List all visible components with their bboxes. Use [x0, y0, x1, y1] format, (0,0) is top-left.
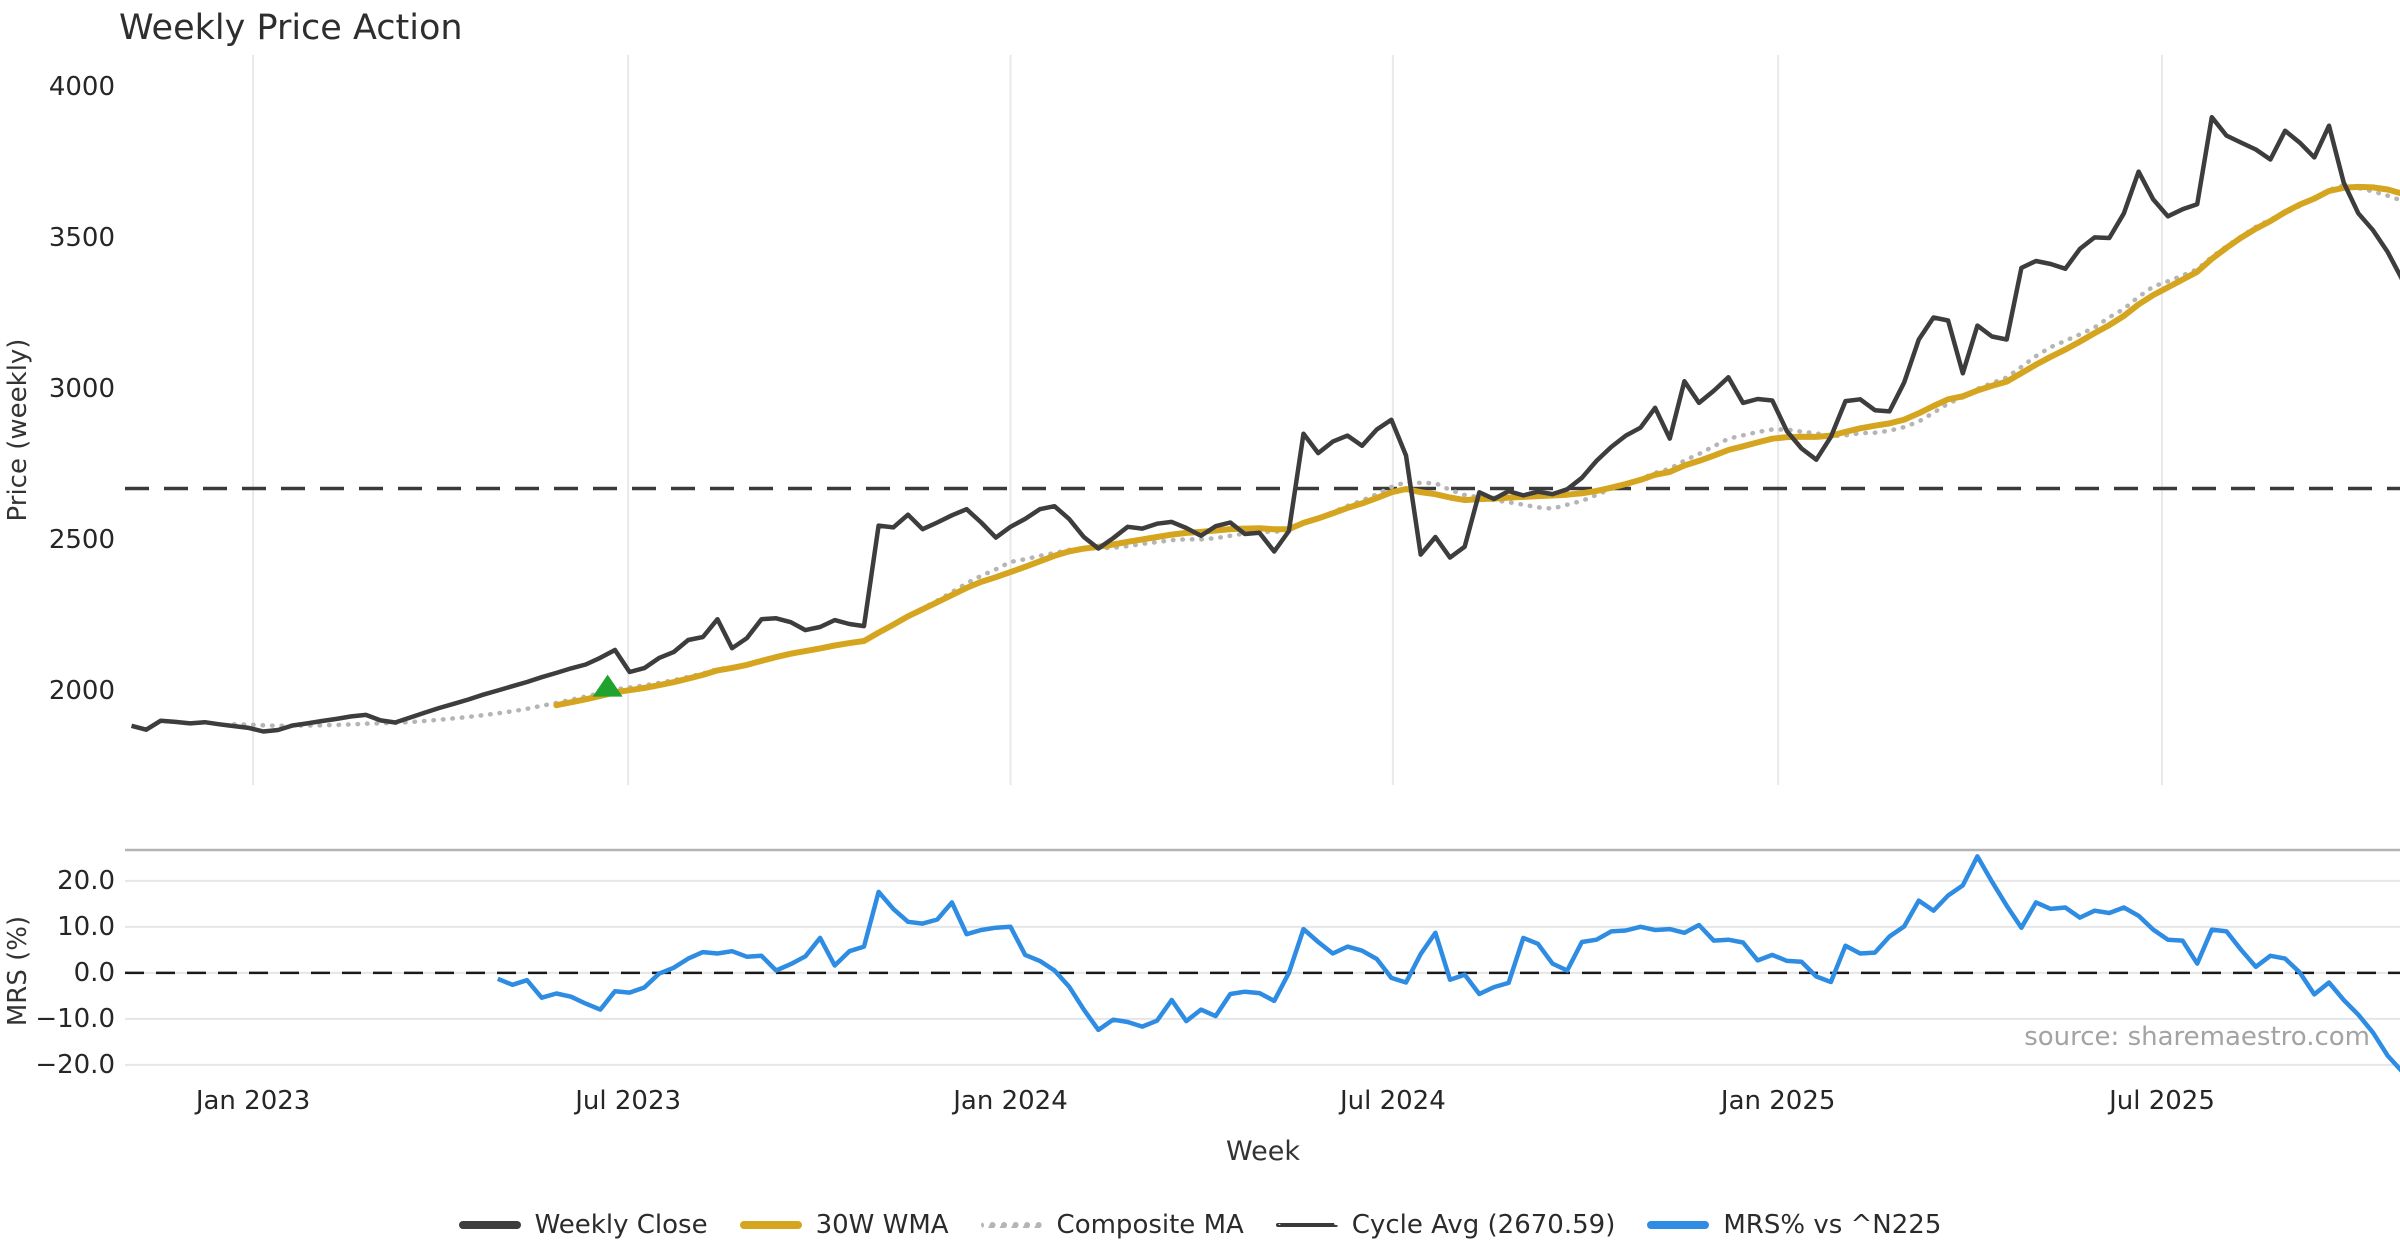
legend-item-cycle-avg: Cycle Avg (2670.59)	[1275, 1210, 1616, 1240]
x-tick-label: Jul 2023	[575, 1086, 682, 1116]
x-tick-label: Jan 2023	[195, 1086, 311, 1116]
legend-swatch-mrs	[1647, 1221, 1710, 1229]
x-tick-label: Jan 2025	[1720, 1086, 1836, 1116]
legend-item-mrs: MRS% vs ^N225	[1647, 1210, 1941, 1240]
source-note: source: sharemaestro.com	[2024, 1022, 2370, 1052]
weekly-close-line	[130, 114, 2400, 734]
mrs-tick-label: −10.0	[35, 1003, 115, 1034]
legend-item-30w-wma: 30W WMA	[739, 1210, 949, 1240]
legend-item-composite-ma: Composite MA	[980, 1210, 1244, 1240]
legend-label: Composite MA	[1056, 1210, 1244, 1240]
legend-label: Weekly Close	[534, 1210, 708, 1240]
legend-label: Cycle Avg (2670.59)	[1351, 1210, 1616, 1240]
chart-title: Weekly Price Action	[119, 8, 463, 48]
legend-swatch-cycle-avg	[1275, 1223, 1338, 1227]
x-axis-label: Week	[1226, 1136, 1300, 1167]
mrs-panel-series	[125, 854, 2400, 1073]
price-panel-series	[125, 114, 2400, 734]
mrs-tick-label: 20.0	[57, 865, 115, 896]
mrs-line	[496, 854, 2400, 1073]
legend-label: MRS% vs ^N225	[1723, 1210, 1942, 1240]
x-tick-label: Jul 2024	[1339, 1086, 1446, 1116]
legend-label: 30W WMA	[815, 1210, 949, 1240]
legend-swatch-composite-ma	[980, 1222, 1043, 1228]
price-tick-label: 3500	[48, 223, 115, 254]
price-tick-label: 2500	[48, 525, 115, 556]
composite-ma-line	[231, 183, 2400, 729]
price-tick-label: 4000	[48, 72, 115, 102]
price-tick-label: 3000	[48, 374, 115, 405]
price-panel-gridlines	[252, 55, 2163, 785]
price-axis-label: Price (weekly)	[3, 338, 33, 522]
x-tick-label: Jan 2024	[953, 1086, 1068, 1116]
legend-swatch-weekly-close	[458, 1221, 521, 1229]
wma-line	[553, 183, 2400, 709]
legend-item-weekly-close: Weekly Close	[458, 1210, 708, 1240]
x-tick-label: Jul 2025	[2109, 1086, 2215, 1116]
price-tick-label: 2000	[48, 676, 115, 707]
legend: Weekly Close 30W WMA Composite MA Cycle …	[0, 1210, 2400, 1240]
legend-swatch-30w-wma	[739, 1221, 802, 1229]
buy-signal-marker	[592, 674, 623, 697]
mrs-tick-label: 0.0	[73, 957, 115, 988]
mrs-tick-label: −20.0	[35, 1049, 115, 1080]
mrs-tick-label: 10.0	[57, 911, 115, 942]
